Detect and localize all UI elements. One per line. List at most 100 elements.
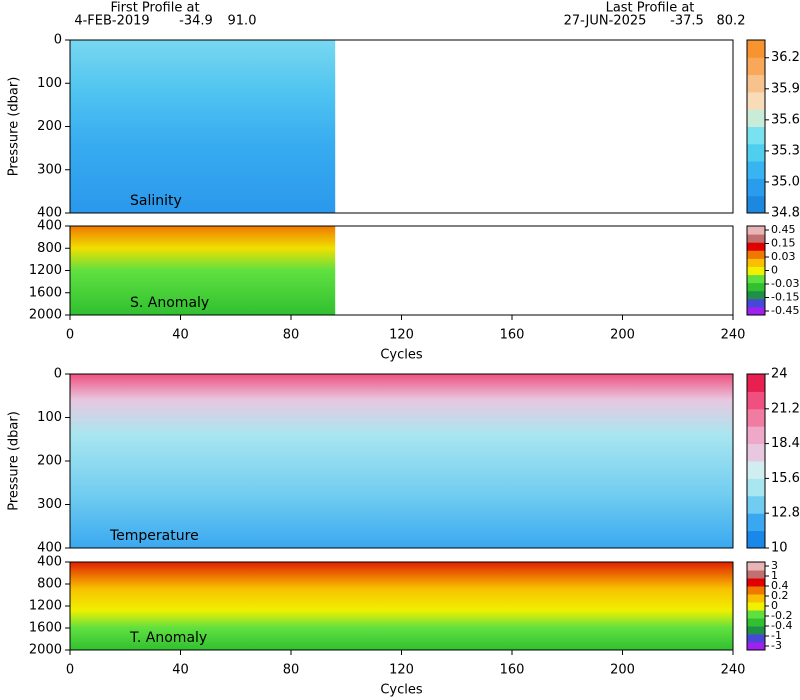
colorbar-band — [747, 57, 765, 76]
colorbar-tick-label: 35.92 — [771, 81, 800, 96]
y-tick-label: 400 — [37, 541, 62, 556]
panel-label: Temperature — [109, 528, 199, 544]
x-tick-label: 0 — [66, 663, 74, 678]
colorbar-tick-label: 21.2 — [771, 401, 800, 416]
panel-label: S. Anomaly — [130, 295, 209, 311]
y-tick-label: 300 — [37, 162, 62, 177]
colorbar-tick-label: 18.4 — [771, 436, 800, 451]
y-tick-label: 200 — [37, 454, 62, 469]
y-tick-label: 800 — [37, 241, 62, 256]
colorbar-tick-label: 3 — [771, 559, 778, 572]
colorbar-tick-label: 0 — [771, 264, 778, 277]
colorbar-tick-label: -3 — [771, 639, 782, 652]
colorbar-band — [747, 374, 765, 392]
x-tick-label: 240 — [721, 328, 746, 343]
y-tick-label: 400 — [37, 555, 62, 570]
colorbar-tick-label: 34.8 — [771, 206, 800, 221]
colorbar-tick-label: 12.8 — [771, 506, 800, 521]
y-axis-label: Pressure (dbar) — [7, 77, 22, 177]
colorbar-tick-label: 1 — [771, 569, 778, 582]
colorbar-tick-label: 0.15 — [771, 237, 796, 250]
y-tick-label: 1600 — [29, 621, 62, 636]
colorbar-tick-label: 0.4 — [771, 579, 789, 592]
y-tick-label: 400 — [37, 219, 62, 234]
colorbar-band — [747, 266, 765, 276]
colorbar-band — [747, 143, 765, 162]
first-title: First Profile at — [110, 1, 199, 16]
data-field — [70, 374, 733, 548]
colorbar-tick-label: -0.45 — [771, 304, 799, 317]
x-tick-label: 80 — [283, 328, 300, 343]
first-lat: -34.9 — [179, 14, 213, 29]
x-tick-label: 40 — [172, 663, 189, 678]
colorbar-band — [747, 530, 765, 549]
colorbar-band — [747, 195, 765, 214]
colorbar-band — [747, 258, 765, 267]
colorbar-tick-label: -0.2 — [771, 609, 792, 622]
y-tick-label: 300 — [37, 497, 62, 512]
colorbar-band — [747, 306, 765, 316]
colorbar-tick-label: 0 — [771, 599, 778, 612]
first-date: 4-FEB-2019 — [74, 14, 149, 29]
colorbar-band — [747, 426, 765, 445]
colorbar-band — [747, 161, 765, 179]
colorbar-band — [747, 109, 765, 127]
last-date: 27-JUN-2025 — [564, 14, 647, 29]
colorbar-band — [747, 478, 765, 497]
data-field — [70, 40, 336, 213]
y-tick-label: 2000 — [29, 308, 62, 323]
colorbar-tick-label: -1 — [771, 629, 782, 642]
colorbar-tick-label: 36.2 — [771, 50, 800, 65]
colorbar-band — [747, 178, 765, 197]
colorbar-band — [747, 626, 765, 635]
colorbar-tick-label: -0.03 — [771, 277, 799, 290]
last-lat: -37.5 — [670, 14, 704, 29]
colorbar-band — [747, 234, 765, 243]
y-tick-label: 100 — [37, 76, 62, 91]
colorbar-band — [747, 642, 765, 651]
colorbar-tick-label: 24 — [771, 367, 788, 382]
colorbar-tick-label: 15.6 — [771, 471, 800, 486]
colorbar-band — [747, 242, 765, 251]
last-title: Last Profile at — [606, 1, 695, 16]
colorbar-band — [747, 513, 765, 532]
colorbar-band — [747, 91, 765, 110]
colorbar-tick-label: 10 — [771, 541, 788, 556]
colorbar-tick-label: 0.2 — [771, 589, 789, 602]
colorbar-tick-label: -0.15 — [771, 291, 799, 304]
x-tick-label: 240 — [721, 663, 746, 678]
colorbar-band — [747, 618, 765, 627]
x-axis-label: Cycles — [380, 348, 423, 363]
colorbar-band — [747, 443, 765, 462]
first-lon: 91.0 — [228, 14, 257, 29]
colorbar-band — [747, 634, 765, 643]
y-tick-label: 800 — [37, 577, 62, 592]
y-tick-label: 1200 — [29, 263, 62, 278]
x-tick-label: 160 — [500, 328, 525, 343]
colorbar-tick-label: 35.08 — [771, 174, 800, 189]
colorbar-band — [747, 586, 765, 595]
y-tick-label: 1200 — [29, 599, 62, 614]
y-tick-label: 100 — [37, 410, 62, 425]
colorbar-band — [747, 126, 765, 145]
x-tick-label: 120 — [389, 663, 414, 678]
colorbar-band — [747, 594, 765, 603]
colorbar-band — [747, 290, 765, 300]
colorbar-band — [747, 562, 765, 571]
data-field — [70, 226, 336, 315]
colorbar-band — [747, 570, 765, 579]
panel-label: Salinity — [130, 193, 182, 209]
x-tick-label: 40 — [172, 328, 189, 343]
colorbar-tick-label: 0.03 — [771, 250, 796, 263]
x-tick-label: 80 — [283, 663, 300, 678]
colorbar-frame — [746, 39, 766, 214]
x-axis-label: Cycles — [380, 683, 423, 698]
colorbar-tick-label: -0.4 — [771, 619, 792, 632]
colorbar-band — [747, 610, 765, 619]
y-tick-label: 2000 — [29, 643, 62, 658]
colorbar-band — [747, 74, 765, 93]
colorbar-frame — [746, 373, 766, 549]
last-lon: 80.2 — [717, 14, 746, 29]
x-tick-label: 200 — [610, 328, 635, 343]
x-tick-label: 120 — [389, 328, 414, 343]
